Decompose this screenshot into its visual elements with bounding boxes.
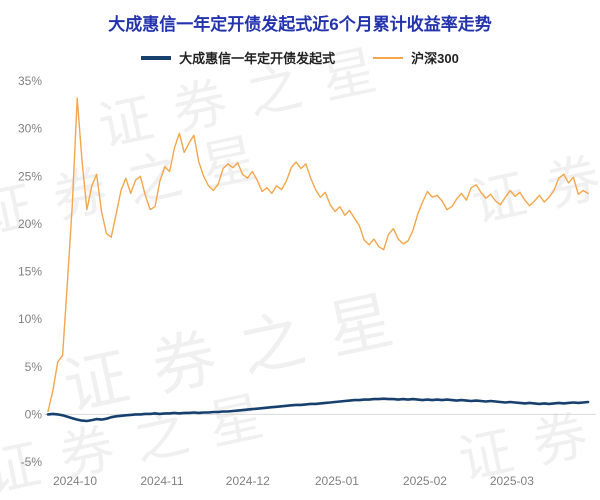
chart-title: 大成惠信一年定开债发起式近6个月累计收益率走势 (108, 15, 492, 34)
svg-text:2025-02: 2025-02 (403, 474, 447, 488)
legend-item-index[interactable]: 沪深300 (373, 48, 459, 67)
legend-item-fund[interactable]: 大成惠信一年定开债发起式 (141, 48, 335, 67)
svg-text:2025-01: 2025-01 (315, 474, 359, 488)
svg-text:30%: 30% (18, 122, 42, 136)
svg-text:-5%: -5% (21, 455, 43, 469)
svg-text:10%: 10% (18, 312, 42, 326)
legend-fund-label: 大成惠信一年定开债发起式 (179, 51, 336, 66)
legend: 大成惠信一年定开债发起式 沪深300 (0, 48, 600, 67)
svg-text:5%: 5% (25, 360, 43, 374)
svg-text:35%: 35% (18, 74, 42, 88)
svg-text:15%: 15% (18, 265, 42, 279)
svg-text:20%: 20% (18, 217, 42, 231)
svg-text:2024-11: 2024-11 (140, 474, 183, 488)
index-line-swatch (373, 56, 404, 59)
svg-text:0%: 0% (25, 407, 43, 421)
svg-text:2024-10: 2024-10 (53, 474, 97, 488)
svg-text:2024-12: 2024-12 (226, 474, 270, 488)
fund-line-swatch (141, 55, 172, 60)
svg-text:25%: 25% (18, 169, 42, 183)
legend-index-label: 沪深300 (411, 51, 459, 66)
svg-text:2025-03: 2025-03 (490, 474, 534, 488)
